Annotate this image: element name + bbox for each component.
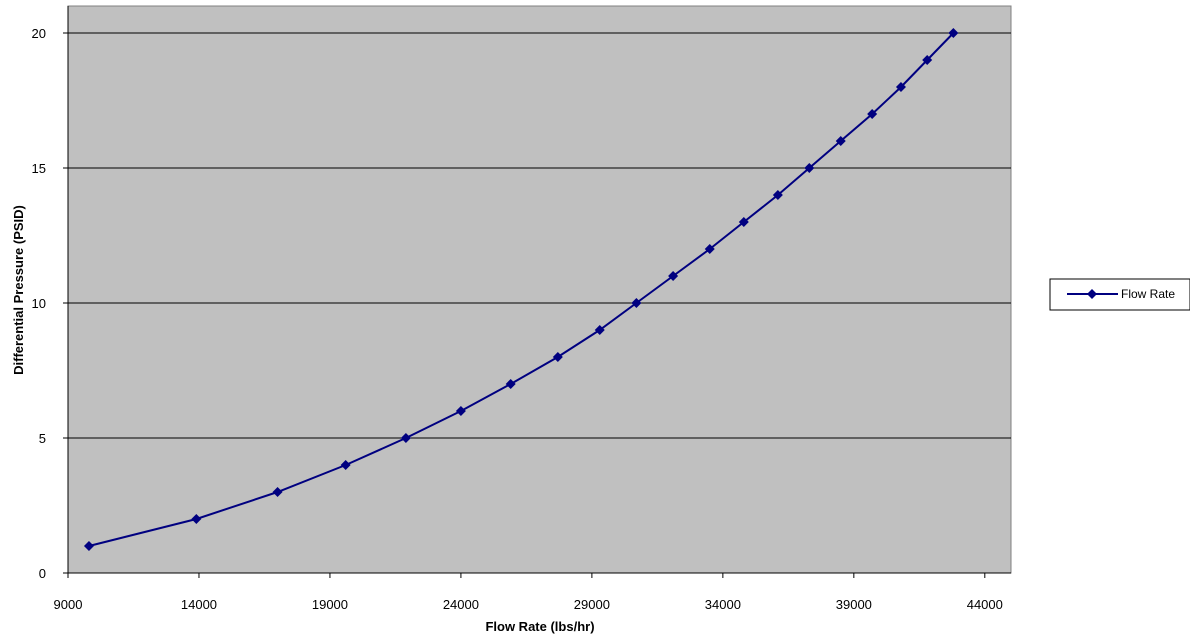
- data-point: [668, 271, 679, 281]
- x-tick-label: 9000: [54, 597, 83, 612]
- x-tick-label: 44000: [967, 597, 1003, 612]
- data-point: [867, 109, 878, 119]
- data-point: [895, 82, 906, 92]
- data-point: [922, 55, 933, 65]
- data-point: [804, 163, 815, 173]
- x-tick-label: 34000: [705, 597, 741, 612]
- data-point: [455, 406, 466, 416]
- data-point: [552, 352, 563, 362]
- y-tick-label: 0: [39, 566, 46, 581]
- x-tick-label: 39000: [836, 597, 872, 612]
- y-axis-title: Differential Pressure (PSID): [11, 205, 26, 375]
- data-point: [704, 244, 715, 254]
- data-point: [340, 460, 351, 470]
- legend-label: Flow Rate: [1121, 287, 1175, 301]
- data-point: [272, 487, 283, 497]
- plot-area: [67, 5, 1012, 574]
- data-point: [83, 541, 94, 551]
- x-tick-label: 19000: [312, 597, 348, 612]
- legend: Flow Rate: [1049, 278, 1190, 311]
- series-line: [88, 32, 955, 547]
- x-axis: 9000 14000 19000 24000 29000 34000 39000 44000: [54, 572, 1011, 612]
- y-tick-label: 10: [32, 296, 46, 311]
- data-point: [631, 298, 642, 308]
- data-point: [191, 514, 202, 524]
- y-tick-label: 5: [39, 431, 46, 446]
- y-tick-label: 20: [32, 26, 46, 41]
- y-axis: 0 5 10 15 20: [32, 6, 69, 581]
- data-point: [835, 136, 846, 146]
- data-point: [505, 379, 516, 389]
- data-point: [948, 28, 959, 38]
- data-point: [400, 433, 411, 443]
- gridlines: [68, 32, 1011, 439]
- x-tick-label: 24000: [443, 597, 479, 612]
- x-tick-label: 29000: [574, 597, 610, 612]
- data-point: [594, 325, 605, 335]
- legend-marker: [1087, 289, 1097, 299]
- data-point: [738, 217, 749, 227]
- data-point: [772, 190, 783, 200]
- x-tick-label: 14000: [181, 597, 217, 612]
- x-axis-title: Flow Rate (lbs/hr): [485, 619, 594, 634]
- series-layer: [83, 28, 959, 551]
- y-tick-label: 15: [32, 161, 46, 176]
